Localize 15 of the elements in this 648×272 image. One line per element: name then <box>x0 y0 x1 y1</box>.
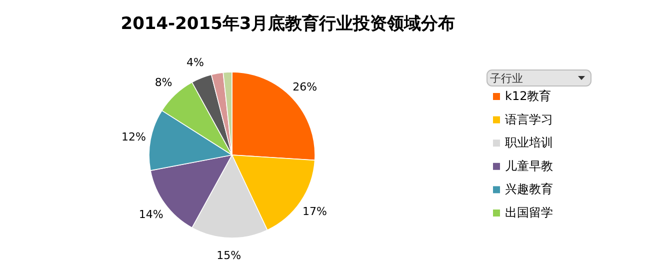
legend-label: 儿童早教 <box>505 158 553 173</box>
legend-label: 兴趣教育 <box>505 182 553 196</box>
legend-label: 出国留学 <box>505 206 553 220</box>
chart-title: 2014-2015年3月底教育行业投资领域分布 <box>120 13 456 34</box>
data-label: 8% <box>154 76 172 90</box>
legend-label: 职业培训 <box>505 136 553 150</box>
data-label: 14% <box>138 208 164 221</box>
data-label: 17% <box>302 205 327 218</box>
data-label: 4% <box>186 56 204 70</box>
legend-label: 语言学习 <box>505 112 553 126</box>
data-label: 15% <box>216 248 242 262</box>
data-label: 26% <box>292 80 318 94</box>
data-label: 12% <box>122 130 146 144</box>
legend-title: 子行业 <box>490 72 523 85</box>
legend-label: k12教育 <box>505 89 552 103</box>
